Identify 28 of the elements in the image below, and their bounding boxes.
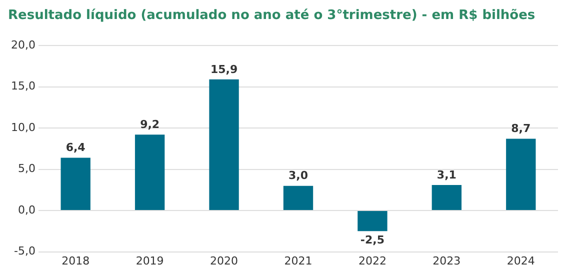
y-tick-label: 10,0 [10, 120, 36, 134]
y-tick-label: -5,0 [14, 244, 36, 258]
bar [134, 134, 165, 210]
y-tick-label: 15,0 [10, 80, 36, 93]
chart-title: Resultado líquido (acumulado no ano até o 3°trimestre) - em R$ bilhões [8, 8, 536, 24]
bar [60, 158, 90, 210]
x-tick-label: 2019 [136, 254, 164, 268]
x-tick-label: 2018 [62, 254, 90, 268]
bar [506, 138, 536, 210]
y-tick-label: 5,0 [18, 162, 36, 176]
x-tick-label: 2023 [432, 254, 461, 268]
data-label: 9,2 [140, 118, 160, 132]
data-label: 6,4 [66, 141, 86, 154]
data-label: 3,0 [288, 169, 308, 182]
bar [209, 79, 239, 210]
bar [432, 184, 462, 210]
bar [283, 186, 314, 210]
x-tick-label: 2021 [284, 254, 312, 268]
data-label: 15,9 [210, 62, 238, 76]
data-label: 3,1 [436, 168, 456, 182]
x-tick-label: 2020 [210, 254, 238, 268]
x-tick-label: 2024 [506, 254, 535, 268]
bar [358, 211, 388, 232]
y-tick-label: 20,0 [10, 38, 36, 52]
y-tick-label: 0,0 [18, 203, 36, 216]
x-tick-label: 2022 [358, 254, 386, 268]
data-label: -2,5 [360, 234, 384, 247]
data-label: 8,7 [511, 122, 531, 136]
